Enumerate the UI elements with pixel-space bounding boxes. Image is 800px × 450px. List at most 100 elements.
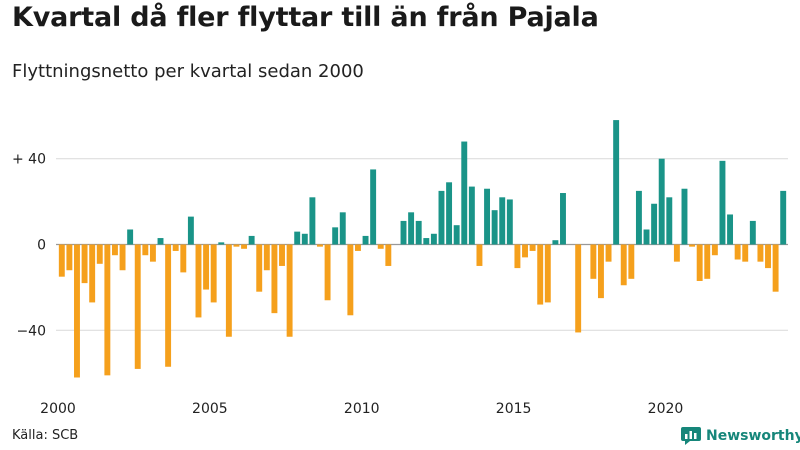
- bar: [673, 244, 680, 262]
- bar: [225, 244, 232, 337]
- bar: [271, 244, 278, 314]
- bar: [81, 244, 88, 284]
- bar: [104, 244, 111, 376]
- x-tick-label: 2005: [192, 401, 228, 417]
- bar: [385, 244, 392, 266]
- bar: [749, 220, 756, 245]
- bar: [362, 235, 369, 245]
- bar: [134, 244, 141, 369]
- bar: [415, 220, 422, 245]
- bar: [142, 244, 149, 256]
- bar: [408, 212, 415, 245]
- bar: [544, 244, 551, 303]
- bar: [560, 193, 566, 245]
- bar: [597, 244, 604, 299]
- bar: [317, 244, 323, 247]
- source-note: Källa: SCB: [12, 428, 79, 443]
- bar: [605, 244, 612, 262]
- bar: [119, 244, 126, 271]
- bar: [522, 244, 528, 258]
- bar: [491, 210, 498, 245]
- bar: [263, 244, 270, 271]
- bar: [96, 244, 103, 264]
- bar: [58, 244, 65, 277]
- bar: [347, 244, 354, 316]
- bar: [780, 190, 787, 245]
- y-tick-label: −40: [16, 323, 46, 339]
- bar: [506, 199, 513, 245]
- bar: [248, 235, 255, 245]
- bar: [711, 244, 718, 256]
- bar: [590, 244, 597, 279]
- bar: [742, 244, 749, 262]
- bar: [423, 238, 430, 245]
- bar: [658, 158, 665, 245]
- x-tick-label: 2020: [648, 401, 684, 417]
- bar-chart-logo-icon: [681, 427, 701, 445]
- bar: [400, 220, 407, 245]
- bar: [446, 182, 453, 245]
- bar: [453, 225, 460, 245]
- bar: [613, 120, 620, 245]
- bar: [301, 233, 308, 245]
- bar: [552, 240, 559, 245]
- bar: [127, 229, 134, 245]
- bar: [468, 186, 475, 245]
- bar: [256, 244, 263, 292]
- bar: [499, 197, 506, 245]
- bar: [696, 244, 703, 281]
- bar: [187, 216, 194, 245]
- bar: [704, 244, 711, 279]
- bar: [643, 229, 650, 245]
- bar: [233, 244, 240, 247]
- bar: [74, 244, 80, 378]
- bar: [689, 244, 696, 247]
- bar: [111, 244, 118, 256]
- bar: [218, 242, 225, 245]
- bar: [279, 244, 285, 266]
- x-tick-label: 2015: [496, 401, 532, 417]
- bar: [484, 188, 491, 245]
- bar: [537, 244, 544, 305]
- bar: [324, 244, 331, 301]
- bar: [339, 212, 346, 245]
- y-tick-label: + 40: [12, 152, 46, 168]
- bar: [772, 244, 779, 292]
- x-tick-label: 2010: [344, 401, 380, 417]
- y-tick-label: 0: [37, 238, 46, 254]
- bar: [438, 190, 445, 245]
- bar: [476, 244, 483, 266]
- bar: [210, 244, 217, 303]
- bar: [514, 244, 521, 269]
- chart-title: Kvartal då fler flyttar till än från Paj…: [12, 2, 599, 33]
- brand-name: Newsworthy: [706, 427, 800, 444]
- bar: [286, 244, 293, 337]
- bar: [529, 244, 536, 251]
- bar: [66, 244, 73, 271]
- bar: [241, 244, 248, 249]
- bar: [575, 244, 582, 333]
- bar: [681, 188, 688, 245]
- bar: [157, 238, 164, 245]
- chart-subtitle: Flyttningsnetto per kvartal sedan 2000: [12, 61, 364, 82]
- bar: [635, 190, 642, 245]
- x-tick-label: 2000: [40, 401, 76, 417]
- bar: [765, 244, 771, 269]
- bar: [354, 244, 361, 251]
- bar: [651, 203, 658, 245]
- bar: [332, 227, 339, 245]
- bar: [628, 244, 635, 279]
- bar: [620, 244, 627, 286]
- bar: [149, 244, 156, 262]
- bar: [734, 244, 741, 260]
- bar: [180, 244, 187, 273]
- bar: [727, 214, 734, 245]
- bar: [377, 244, 384, 249]
- bar: [195, 244, 202, 318]
- brand-logo: Newsworthy: [681, 426, 800, 445]
- bar: [309, 197, 316, 245]
- bar: [666, 197, 673, 245]
- bar: [172, 244, 179, 251]
- bar: [294, 231, 301, 245]
- bar: [89, 244, 96, 303]
